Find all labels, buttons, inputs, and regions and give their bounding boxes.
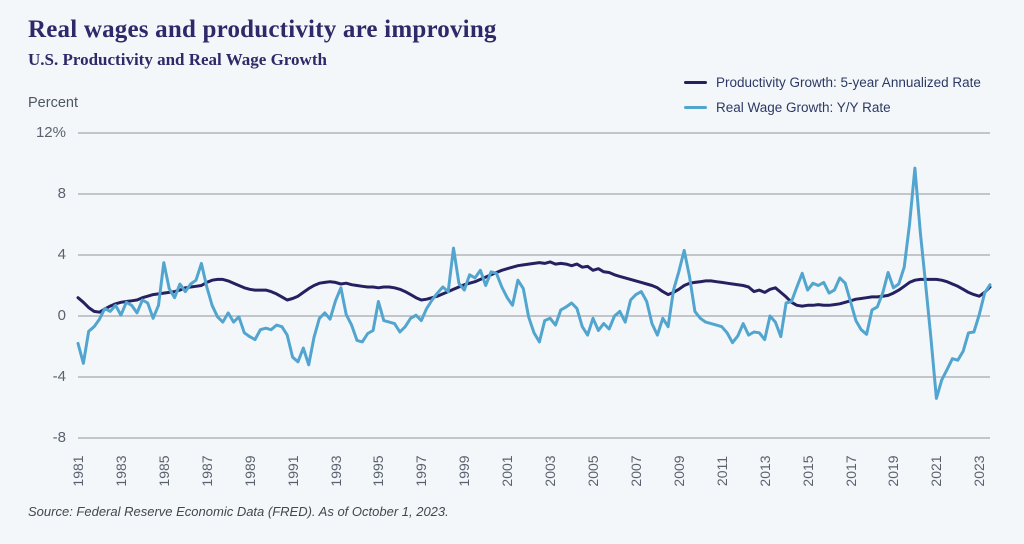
wage-line-swatch [684,105,707,110]
legend-item-wage: Real Wage Growth: Y/Y Rate [684,95,981,120]
chart-title: Real wages and productivity are improvin… [28,16,497,43]
x-tick-label-1989: 1989 [241,455,258,487]
x-tick-label-2005: 2005 [585,455,601,487]
x-tick-label-2019: 2019 [885,455,902,487]
y-tick-label--8: -8 [52,429,66,446]
chart-subtitle: U.S. Productivity and Real Wage Growth [28,50,327,69]
x-tick-label-2023: 2023 [971,455,988,487]
x-tick-label-1985: 1985 [155,455,172,487]
x-tick-label-1995: 1995 [370,455,387,487]
x-tick-label-2003: 2003 [542,455,559,487]
x-tick-label-2021: 2021 [928,455,945,487]
x-tick-label-1987: 1987 [198,455,215,487]
x-tick-label-2015: 2015 [799,455,816,487]
x-tick-label-1999: 1999 [456,455,473,487]
x-tick-label-1981: 1981 [70,455,86,487]
legend: Productivity Growth: 5-year Annualized R… [684,70,981,120]
x-tick-label-1991: 1991 [284,455,301,487]
y-tick-label-0: 0 [57,307,66,324]
x-tick-label-2001: 2001 [499,455,516,487]
x-tick-label-1997: 1997 [413,455,430,487]
x-tick-label-2007: 2007 [627,455,644,487]
legend-label-wage: Real Wage Growth: Y/Y Rate [716,100,891,115]
source-note: Source: Federal Reserve Economic Data (F… [28,504,449,519]
x-tick-label-1993: 1993 [327,455,344,487]
x-tick-label-2017: 2017 [842,455,859,487]
legend-item-productivity: Productivity Growth: 5-year Annualized R… [684,70,981,95]
wage-line [76,166,992,400]
y-tick-label-4: 4 [57,246,66,263]
x-tick-label-2009: 2009 [670,455,687,487]
x-tick-label-2013: 2013 [756,455,773,487]
productivity-line [76,260,992,314]
y-tick-label-12: 12% [35,124,66,141]
y-axis-unit-label: Percent [28,95,78,111]
productivity-line-swatch [684,80,707,85]
y-tick-label--4: -4 [52,368,66,385]
x-tick-label-2011: 2011 [713,455,730,487]
y-tick-label-8: 8 [57,185,66,202]
legend-label-productivity: Productivity Growth: 5-year Annualized R… [716,75,981,90]
x-tick-label-1983: 1983 [112,455,129,487]
